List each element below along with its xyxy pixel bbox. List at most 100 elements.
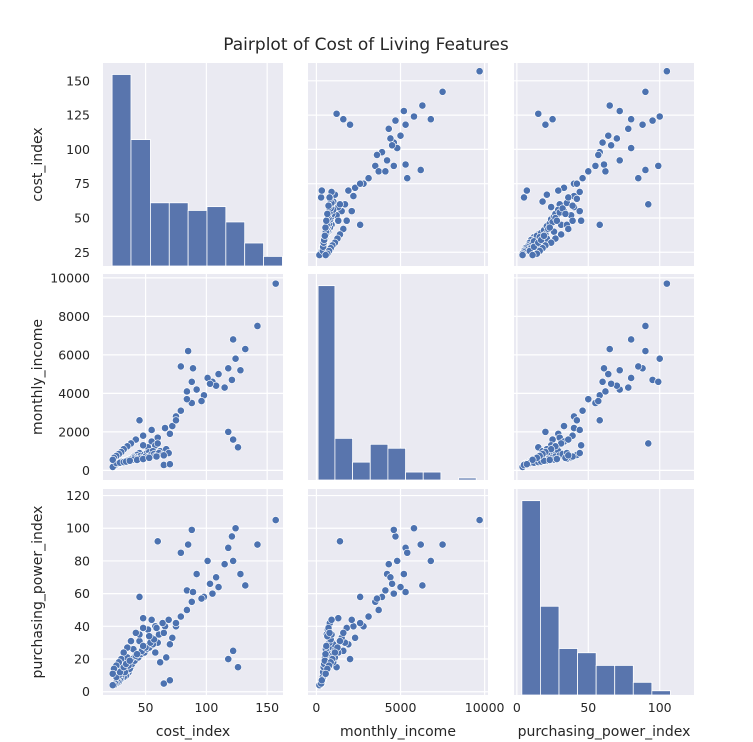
scatter-point <box>564 193 573 202</box>
scatter-point <box>322 216 331 225</box>
scatter-point <box>151 648 160 657</box>
scatter-point <box>208 589 217 598</box>
scatter-point <box>125 456 134 465</box>
scatter-point <box>356 593 365 601</box>
scatter-point <box>568 216 577 225</box>
scatter-point <box>393 557 402 565</box>
scatter-point <box>641 166 650 174</box>
scatter-point <box>605 345 614 353</box>
scatter-point <box>241 581 250 590</box>
scatter-point <box>561 209 570 218</box>
y-tick-label: 0 <box>82 463 90 478</box>
scatter-point <box>624 383 633 392</box>
scatter-point <box>224 655 233 663</box>
scatter-point <box>234 443 242 452</box>
scatter-point <box>229 557 238 565</box>
scatter-point <box>410 524 418 533</box>
x-axis-label: monthly_income <box>340 724 456 740</box>
scatter-point <box>206 579 214 588</box>
panel-purchasing_power_index-vs-cost_index <box>103 489 283 695</box>
scatter-point <box>159 628 168 637</box>
y-tick-label: 8000 <box>58 309 90 324</box>
scatter-point <box>229 435 238 444</box>
y-tick-label: 20 <box>74 652 90 667</box>
scatter-point <box>317 193 326 202</box>
scatter-point <box>648 116 657 125</box>
scatter-point <box>575 188 584 196</box>
scatter-point <box>542 190 551 199</box>
panel-monthly_income-vs-monthly_income <box>308 274 488 481</box>
histogram-bar <box>458 477 477 481</box>
y-tick-label: 120 <box>66 488 90 503</box>
scatter-point <box>520 193 528 202</box>
histogram-bar <box>614 665 634 696</box>
y-tick-label: 2000 <box>58 424 90 439</box>
scatter-point <box>374 167 383 176</box>
scatter-point <box>600 364 608 373</box>
scatter-point <box>373 594 381 603</box>
scatter-point <box>231 524 240 533</box>
scatter-point <box>438 87 447 96</box>
scatter-point <box>153 537 162 546</box>
scatter-point <box>162 653 171 662</box>
scatter-point <box>336 200 344 209</box>
x-tick-label: 50 <box>580 700 596 715</box>
scatter-point <box>347 207 356 216</box>
panel-purchasing_power_index-vs-purchasing_power_index <box>514 489 694 696</box>
y-tick-label: 125 <box>66 108 90 123</box>
x-axis-label: purchasing_power_index <box>518 724 691 740</box>
scatter-point <box>401 588 410 596</box>
scatter-point <box>214 583 223 591</box>
scatter-point <box>426 115 435 124</box>
scatter-point <box>389 589 398 598</box>
scatter-point <box>206 379 214 388</box>
scatter-point <box>564 451 573 460</box>
scatter-point <box>399 570 408 578</box>
scatter-point <box>321 650 330 659</box>
scatter-point <box>601 167 610 176</box>
scatter-point <box>655 112 664 121</box>
scatter-point <box>641 347 650 355</box>
scatter-point <box>356 220 365 229</box>
histogram-bar <box>405 471 424 481</box>
scatter-point <box>189 588 197 596</box>
scatter-point <box>351 633 360 642</box>
scatter-point <box>108 669 117 678</box>
scatter-point <box>197 594 206 603</box>
scatter-point <box>125 656 134 665</box>
scatter-point <box>153 439 162 448</box>
scatter-point <box>389 525 398 534</box>
scatter-point <box>594 397 603 405</box>
scatter-point <box>323 209 332 218</box>
scatter-point <box>634 362 643 371</box>
scatter-point <box>577 216 586 225</box>
scatter-point <box>591 161 600 170</box>
scatter-point <box>575 449 584 457</box>
scatter-point <box>654 377 663 386</box>
scatter-point <box>197 397 206 405</box>
scatter-point <box>172 416 180 425</box>
x-tick-label: 150 <box>255 700 279 715</box>
scatter-point <box>152 624 161 632</box>
scatter-point <box>231 354 240 363</box>
scatter-point <box>364 174 373 183</box>
scatter-point <box>528 455 537 464</box>
scatter-point <box>119 648 128 657</box>
histogram-bar <box>577 652 597 696</box>
y-tick-label: 0 <box>82 684 90 699</box>
histogram-bar <box>521 500 541 696</box>
scatter-point <box>321 251 330 259</box>
scatter-point <box>386 573 395 582</box>
scatter-point <box>236 366 245 375</box>
scatter-point <box>641 87 650 96</box>
scatter-point <box>145 632 154 641</box>
histogram-bar <box>369 443 389 481</box>
scatter-point <box>627 335 636 344</box>
scatter-point <box>572 416 581 425</box>
scatter-point <box>131 628 140 637</box>
scatter-point <box>168 633 177 642</box>
scatter-point <box>373 150 381 159</box>
y-tick-label: 100 <box>66 521 90 536</box>
scatter-point <box>416 166 425 174</box>
scatter-point <box>627 374 636 382</box>
